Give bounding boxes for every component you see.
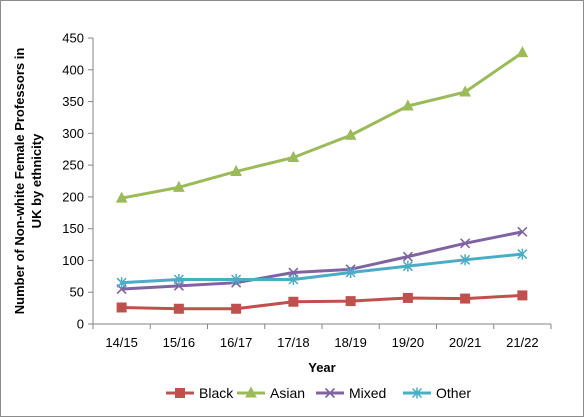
x-tick-label: 19/20 [392, 335, 425, 350]
y-tick-label: 0 [77, 317, 84, 332]
data-point-black [345, 296, 356, 307]
series-black [116, 290, 528, 314]
y-axis-title-line: UK by ethnicity [29, 133, 44, 228]
data-point-black [116, 302, 127, 313]
data-point-mixed [402, 251, 413, 262]
data-point-asian [402, 99, 414, 111]
legend-swatch-marker [411, 387, 423, 399]
legend-swatch-marker [245, 386, 257, 398]
y-tick-label: 300 [62, 126, 84, 141]
data-point-other [231, 274, 242, 286]
data-point-other [345, 267, 356, 279]
legend-item-other: Other [403, 385, 471, 401]
data-point-asian [516, 46, 529, 58]
data-point-other [288, 274, 299, 286]
y-tick-label: 200 [62, 189, 84, 204]
legend-label: Asian [270, 385, 305, 401]
y-axis-title: Number of Non-white Female Professors in… [12, 48, 44, 315]
legend-item-asian: Asian [237, 385, 305, 401]
legend-swatch-marker [324, 387, 336, 399]
x-tick-label: 16/17 [220, 335, 253, 350]
series-other [116, 248, 528, 289]
y-tick-label: 400 [62, 62, 84, 77]
legend-label: Mixed [349, 385, 386, 401]
data-point-black [402, 292, 413, 303]
y-axis: 0 50 100 150 200 250 300 350 400 450 [62, 31, 94, 332]
series-black-line [121, 293, 523, 311]
y-axis-title-line: Number of Non-white Female Professors in [12, 48, 27, 315]
x-tick-label: 14/15 [105, 335, 138, 350]
y-tick-label: 50 [70, 285, 84, 300]
data-point-other [116, 277, 127, 289]
data-point-black [231, 303, 242, 314]
data-point-black [173, 303, 184, 314]
x-tick-label: 18/19 [334, 335, 367, 350]
data-point-other [402, 260, 413, 272]
y-tick-label: 450 [62, 31, 84, 46]
data-point-mixed [517, 226, 528, 237]
data-point-asian [287, 150, 300, 162]
legend-item-black: Black [166, 385, 234, 401]
data-point-black [460, 293, 471, 304]
legend-label: Other [436, 385, 471, 401]
series-asian [115, 46, 529, 203]
x-axis-title: Year [308, 360, 335, 375]
y-tick-label: 100 [62, 253, 84, 268]
x-tick-label: 21/22 [506, 335, 539, 350]
y-tick-label: 350 [62, 94, 84, 109]
y-tick-label: 250 [62, 158, 84, 173]
data-point-asian [459, 85, 471, 97]
data-point-black [517, 290, 528, 301]
legend-item-mixed: Mixed [316, 385, 386, 401]
data-point-asian [115, 191, 128, 203]
x-tick-label: 20/21 [449, 335, 482, 350]
data-point-other [517, 248, 528, 260]
data-point-other [173, 274, 184, 286]
data-point-mixed [460, 238, 471, 249]
series-layer [115, 46, 529, 314]
y-tick-label: 150 [62, 221, 84, 236]
legend: Black Asian Mixed Other [166, 385, 471, 401]
x-axis: 14/15 15/16 16/17 17/18 18/19 19/20 20/21 21/22 [92, 323, 552, 350]
data-point-black [288, 296, 299, 307]
x-tick-label: 15/16 [163, 335, 196, 350]
data-point-other [460, 254, 471, 266]
legend-label: Black [199, 385, 234, 401]
x-tick-label: 17/18 [277, 335, 310, 350]
series-other-line [121, 252, 523, 285]
series-mixed-line [121, 230, 523, 291]
series-asian-line [121, 51, 524, 200]
data-point-asian [344, 128, 357, 140]
data-point-asian [230, 164, 242, 176]
data-point-asian [173, 180, 185, 192]
legend-swatch-marker [175, 388, 185, 398]
